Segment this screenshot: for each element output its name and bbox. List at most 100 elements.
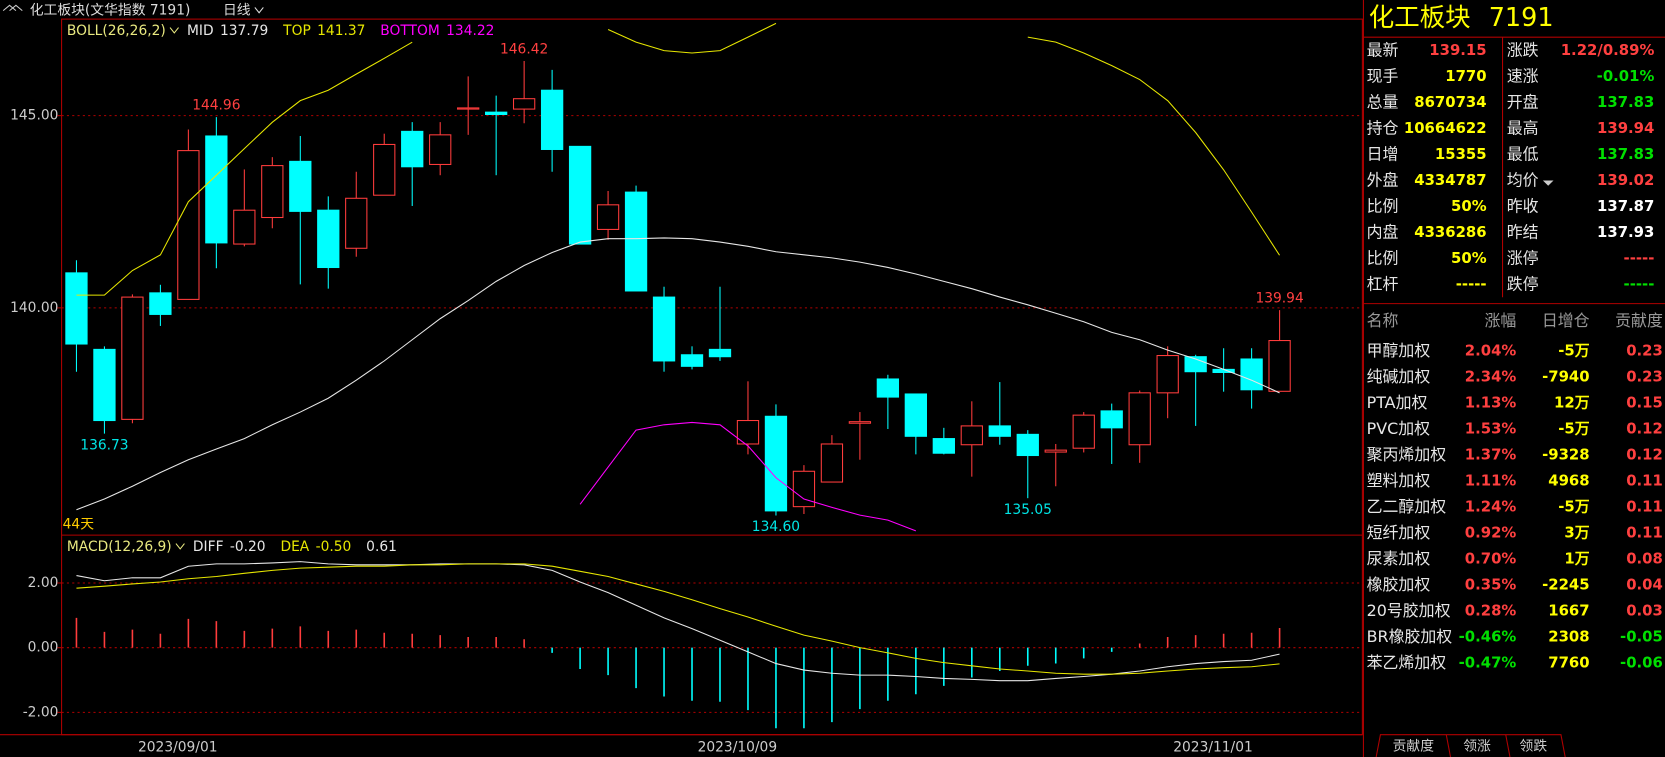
quote-value: 137.83 [1597, 93, 1654, 111]
constituent-cell: -0.47% [1459, 654, 1517, 672]
constituent-cell: 0.28% [1465, 602, 1517, 620]
quote-label: 外盘 [1367, 171, 1399, 190]
indicator-title: MACD(12,26,9) [67, 539, 172, 555]
candle-body [205, 135, 228, 244]
candle-body [1072, 414, 1095, 449]
candle-body [708, 348, 732, 358]
dropdown-arrow[interactable] [1542, 180, 1554, 186]
candle-body [1016, 433, 1039, 457]
candle-body [261, 165, 284, 219]
constituent-cell: 0.15 [1626, 393, 1663, 411]
quote-value: ----- [1624, 249, 1655, 267]
quote-value: -0.01% [1597, 67, 1655, 85]
constituent-cell: 聚丙烯加权 [1367, 445, 1447, 464]
candle-body [1044, 449, 1067, 453]
candle-body [792, 470, 816, 508]
constituent-cell: 2.04% [1465, 341, 1517, 359]
period[interactable]: 日线 [223, 3, 251, 19]
quote-value: 50% [1451, 249, 1487, 267]
candle-body [1240, 358, 1263, 391]
legend-name: MID [187, 23, 214, 39]
candle-body [596, 204, 620, 230]
quote-value: 139.15 [1429, 41, 1486, 59]
low-label: 136.73 [80, 437, 128, 453]
quote-value: 137.87 [1597, 197, 1654, 215]
chevron[interactable] [254, 7, 264, 14]
constituent-cell: 2.34% [1465, 367, 1517, 385]
quote-value: 1770 [1445, 67, 1486, 85]
constituent-cell: 1.13% [1465, 393, 1517, 411]
constituent-cell: -0.05 [1620, 628, 1663, 646]
constituent-cell: -7940 [1542, 367, 1590, 385]
tab[interactable]: 领涨 [1463, 738, 1491, 754]
candle-body [345, 197, 368, 249]
constituent-cell: 1万 [1564, 550, 1589, 568]
quote-label: 跌停 [1507, 275, 1539, 294]
constituent-cell: 纯碱加权 [1367, 367, 1431, 386]
constituent-cell: 乙二醇加权 [1367, 497, 1447, 516]
legend-value: -0.20 [230, 539, 266, 555]
title-bar: 化工板块(文华指数 7191) 日线 [2, 3, 264, 19]
constituent-cell: 2308 [1548, 628, 1589, 646]
chevron [175, 543, 185, 550]
candle-body [904, 393, 928, 437]
legend-value: -0.50 [316, 539, 352, 555]
tab-outline [1375, 734, 1566, 757]
constituent-cell: 苯乙烯加权 [1367, 653, 1447, 672]
legend-name: BOTTOM [380, 23, 439, 39]
candle-body [876, 378, 900, 398]
quote-value: 137.83 [1597, 145, 1654, 163]
quote-value: 50% [1451, 197, 1487, 215]
column-header: 日增仓 [1542, 311, 1590, 330]
macd-value: 0.61 [366, 539, 397, 555]
indicator-line [76, 561, 1280, 682]
quote-label: 日增 [1367, 145, 1399, 164]
column-header: 名称 [1367, 311, 1399, 330]
constituent-cell: 7760 [1548, 654, 1589, 672]
candle-body [624, 191, 648, 292]
constituent-cell: 0.03 [1626, 602, 1663, 620]
legend-name: DIFF [193, 539, 224, 555]
constituent-cell: 0.11 [1626, 497, 1663, 515]
tab[interactable]: 贡献度 [1393, 738, 1435, 754]
candle-body [512, 98, 536, 110]
constituent-cell: 0.23 [1626, 367, 1663, 385]
candle-body [540, 89, 564, 150]
low-label: 134.60 [752, 519, 800, 535]
constituent-cell: 4968 [1548, 471, 1589, 489]
quote-label: 最低 [1507, 145, 1539, 164]
candle-body [764, 415, 788, 512]
constituent-cell: -2245 [1542, 576, 1590, 594]
constituent-cell: 1.24% [1465, 497, 1517, 515]
indicator-line [76, 237, 1280, 511]
constituent-cell: 12万 [1554, 393, 1590, 411]
constituent-cell: PVC加权 [1367, 419, 1430, 438]
candle-body [485, 111, 508, 115]
y-tick-label: -2.00 [23, 704, 59, 720]
column-header: 涨幅 [1485, 311, 1517, 330]
quote-label: 昨收 [1507, 197, 1539, 216]
candle-body [1268, 340, 1291, 392]
candle-body [177, 150, 200, 300]
constituent-cell: 3万 [1564, 524, 1589, 542]
icon[interactable] [2, 4, 23, 12]
low-label: 135.05 [1004, 502, 1052, 518]
x-tick-label: 2023/11/01 [1173, 739, 1253, 755]
quote-value: 4336286 [1414, 223, 1486, 241]
constituent-cell: 0.12 [1626, 445, 1663, 463]
constituent-cell: -9328 [1542, 445, 1590, 463]
candle-body [568, 145, 592, 245]
quote-label: 比例 [1367, 197, 1399, 216]
candle-body [736, 419, 760, 445]
quote-value: 15355 [1435, 145, 1487, 163]
candle-body [820, 443, 844, 483]
y-tick-label: 2.00 [28, 575, 59, 591]
constituent-cell: 0.92% [1465, 524, 1517, 542]
panel-name: 化工板块 [1369, 3, 1471, 33]
quote-label: 总量 [1367, 92, 1399, 111]
quote-value: ----- [1624, 275, 1655, 293]
candle-body [1156, 355, 1179, 394]
tab[interactable]: 领跌 [1520, 738, 1548, 754]
constituent-cell: 0.23 [1626, 341, 1663, 359]
